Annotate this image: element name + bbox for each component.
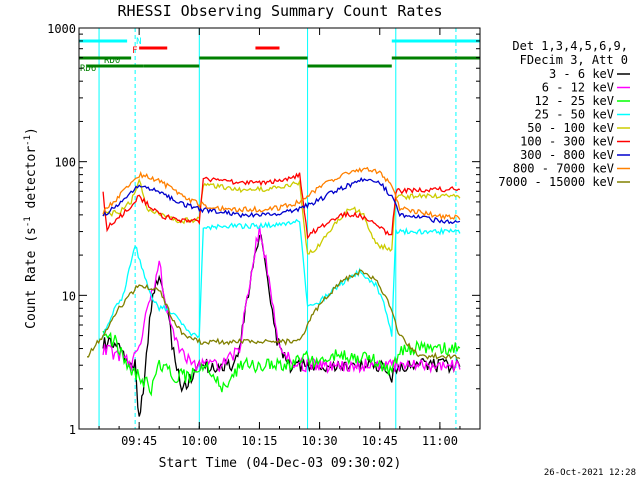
x-tick-label-2: 10:00 bbox=[181, 434, 217, 448]
legend-label-6-12-kev: 6 - 12 keV bbox=[542, 81, 614, 95]
series-line-50-100-kev bbox=[102, 177, 461, 255]
flag-label-f: F bbox=[132, 46, 137, 56]
legend-label-3-6-kev: 3 - 6 keV bbox=[549, 67, 614, 81]
series-line-6-12-kev bbox=[102, 225, 461, 374]
series-line-800-7000-kev bbox=[102, 166, 461, 221]
x-tick-label-5: 10:45 bbox=[362, 434, 398, 448]
chart-title: RHESSI Observing Summary Count Rates bbox=[117, 2, 442, 20]
legend-label-50-100-kev: 50 - 100 keV bbox=[527, 121, 614, 135]
y-tick-label-1: 1 bbox=[69, 423, 76, 437]
flag-label-rd6: RD6 bbox=[80, 64, 96, 74]
legend-label-25-50-kev: 25 - 50 keV bbox=[535, 108, 614, 122]
x-tick-label-6: 11:00 bbox=[422, 434, 458, 448]
series-line-100-300-kev bbox=[102, 172, 461, 240]
legend-label-100-300-kev: 100 - 300 keV bbox=[520, 135, 614, 149]
y-axis-label: Count Rate (s-1 detector-1) bbox=[23, 127, 39, 329]
legend-label-300-800-kev: 300 - 800 keV bbox=[520, 148, 614, 162]
series-line-25-50-kev bbox=[102, 218, 461, 339]
series-line-3-6-kev bbox=[102, 234, 461, 417]
y-axis-ticks: 1 10 100 1000 bbox=[47, 22, 480, 437]
state-flags: NF RD0 RD6 bbox=[79, 37, 480, 74]
y-axis-label-tail: detector bbox=[24, 146, 39, 217]
x-axis-label: Start Time (04-Dec-03 09:30:02) bbox=[159, 456, 402, 471]
legend-header-line-1: Det 1,3,4,5,6,9, bbox=[512, 39, 628, 53]
y-tick-label-4: 1000 bbox=[47, 22, 76, 36]
plot-frame bbox=[78, 27, 481, 430]
series-line-300-800-kev bbox=[102, 177, 461, 225]
y-tick-label-2: 10 bbox=[62, 289, 76, 303]
series-line-7000-15000-kev bbox=[87, 269, 461, 360]
legend-label-800-7000-kev: 800 - 7000 keV bbox=[513, 162, 614, 176]
footer-timestamp: 26-Oct-2021 12:28 bbox=[544, 468, 636, 478]
legend-label-7000-15000-kev: 7000 - 15000 keV bbox=[498, 175, 614, 189]
y-axis-label-sup-2: -1 bbox=[23, 135, 33, 146]
flag-label-n: N bbox=[136, 37, 141, 47]
series-line-12-25-kev bbox=[102, 330, 461, 397]
legend-label-12-25-kev: 12 - 25 keV bbox=[535, 94, 614, 108]
y-axis-label-sup-1: -1 bbox=[23, 216, 33, 227]
y-tick-label-3: 100 bbox=[54, 156, 76, 170]
y-axis-label-close: ) bbox=[24, 127, 39, 135]
series-lines bbox=[87, 166, 461, 417]
x-tick-label-1: 09:45 bbox=[121, 434, 157, 448]
legend-header-line-2: FDecim 3, Att 0 bbox=[520, 53, 628, 67]
flag-label-rd0: RD0 bbox=[104, 56, 120, 66]
x-tick-label-3: 10:15 bbox=[241, 434, 277, 448]
x-tick-label-4: 10:30 bbox=[302, 434, 338, 448]
y-axis-label-main: Count Rate (s bbox=[24, 227, 39, 329]
legend: Det 1,3,4,5,6,9, FDecim 3, Att 0 3 - 6 k… bbox=[498, 39, 630, 189]
x-axis-ticks: 09:45 10:00 10:15 10:30 10:45 11:00 bbox=[78, 28, 481, 448]
